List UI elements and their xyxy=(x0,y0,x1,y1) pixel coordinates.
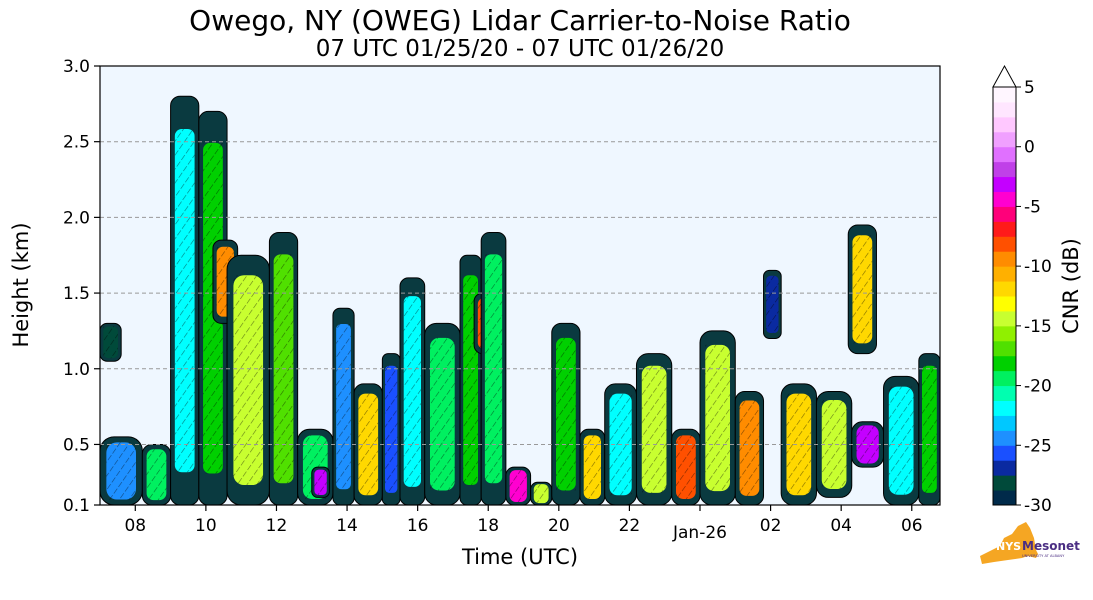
x-tick-label: 18 xyxy=(477,516,499,536)
colorbar-segment xyxy=(993,266,1016,282)
contour-hatch xyxy=(856,425,879,464)
contour-hatch xyxy=(766,275,779,334)
x-tick-label: 02 xyxy=(760,516,782,536)
colorbar-segment xyxy=(993,445,1016,461)
logo-brand-text: Mesonet xyxy=(1022,539,1080,553)
contour-hatch xyxy=(403,296,421,487)
contour-hatch xyxy=(233,275,264,486)
colorbar-tick-label: -20 xyxy=(1024,377,1052,397)
colorbar-segment xyxy=(993,475,1016,491)
x-tick-label: 12 xyxy=(266,516,288,536)
contour-hatch xyxy=(430,337,455,491)
chart-title: Owego, NY (OWEG) Lidar Carrier-to-Noise … xyxy=(189,4,851,37)
y-tick-label: 1.0 xyxy=(63,360,90,380)
colorbar-segment xyxy=(993,340,1016,357)
colorbar-segment xyxy=(993,206,1016,222)
contour-hatch xyxy=(583,435,601,499)
x-date-tick-label: Jan-26 xyxy=(672,523,727,543)
x-axis: 08 10 12 14 16 18 20 22 02 04 06 Jan-26 xyxy=(124,505,923,543)
colorbar-segment xyxy=(993,191,1016,207)
logo-sub-text: UNIVERSITY AT ALBANY xyxy=(1022,554,1065,558)
colorbar-tick-label: -15 xyxy=(1024,317,1052,337)
contour-hatch xyxy=(336,323,351,490)
colorbar-segment xyxy=(993,236,1016,252)
contour-hatch xyxy=(533,484,549,504)
colorbar-segment xyxy=(993,131,1016,148)
grid-lines xyxy=(100,141,940,445)
plot-frame xyxy=(99,65,941,506)
y-tick-label: 2.5 xyxy=(63,133,90,153)
x-axis-label: Time (UTC) xyxy=(461,545,578,569)
contour-hatch xyxy=(106,442,136,500)
contour-hatch xyxy=(385,365,398,493)
y-tick-label: 3.0 xyxy=(63,57,90,77)
colorbar-segment xyxy=(993,161,1016,178)
nys-mesonet-logo: NYS Mesonet UNIVERSITY AT ALBANY xyxy=(980,522,1080,564)
colorbar-frame xyxy=(992,86,1017,506)
colorbar-segment xyxy=(993,87,1016,103)
ny-state-shape xyxy=(980,522,1038,564)
y-tick-label: 1.5 xyxy=(63,284,90,304)
colorbar-segment xyxy=(993,146,1016,163)
contour-hatch xyxy=(641,365,667,493)
x-tick-label: 06 xyxy=(901,516,923,536)
contour-hatch xyxy=(509,470,527,502)
colorbar-segment xyxy=(993,296,1016,312)
colorbar-tick-label: -10 xyxy=(1024,257,1052,277)
contour-hatch xyxy=(852,235,873,344)
contour-hatch xyxy=(705,344,730,492)
x-tick-label: 20 xyxy=(548,516,570,536)
y-axis-label: Height (km) xyxy=(9,222,33,347)
colorbar-segment xyxy=(993,176,1016,192)
colorbar-segment xyxy=(993,281,1016,297)
x-tick-label: 14 xyxy=(336,516,358,536)
colorbar-segment xyxy=(993,415,1016,431)
colorbar-segment xyxy=(993,116,1016,133)
contour-hatch xyxy=(739,400,760,496)
x-tick-label: 22 xyxy=(619,516,641,536)
contour-hatch xyxy=(676,435,696,499)
colorbar-segment xyxy=(993,310,1016,327)
logo-nys-text: NYS xyxy=(996,540,1021,553)
colorbar-segment xyxy=(993,101,1016,118)
colorbar-tick-label: 5 xyxy=(1024,78,1035,98)
contour-hatch xyxy=(922,365,937,493)
x-tick-label: 16 xyxy=(407,516,429,536)
colorbar-segment xyxy=(993,430,1016,446)
colorbar-label: CNR (dB) xyxy=(1059,238,1083,334)
colorbar-tick-label: -25 xyxy=(1024,436,1052,456)
colorbar-segment xyxy=(993,370,1016,387)
colorbar: 5 0 -5 -10 -15 -20 -25 -30 xyxy=(992,64,1052,516)
colorbar-segment xyxy=(993,355,1016,372)
contour-hatch xyxy=(556,337,576,491)
x-tick-label: 08 xyxy=(124,516,146,536)
colorbar-tick-label: 0 xyxy=(1024,138,1035,158)
colorbar-tick-label: -30 xyxy=(1024,496,1052,516)
colorbar-segment xyxy=(993,490,1016,506)
contour-hatch xyxy=(146,449,167,501)
y-tick-label: 0.5 xyxy=(63,435,90,455)
y-tick-label: 0.1 xyxy=(63,496,90,516)
colorbar-extend-arrow xyxy=(992,64,1017,88)
contour-hatch xyxy=(103,326,118,359)
colorbar-segment xyxy=(993,251,1016,267)
y-axis: 0.1 0.5 1.0 1.5 2.0 2.5 3.0 xyxy=(63,57,100,516)
colorbar-segment xyxy=(993,385,1016,401)
x-tick-label: 10 xyxy=(195,516,217,536)
colorbar-tick-label: -5 xyxy=(1024,197,1041,217)
chart-subtitle: 07 UTC 01/25/20 - 07 UTC 01/26/20 xyxy=(315,36,725,62)
y-tick-label: 2.0 xyxy=(63,208,90,228)
contour-hatch xyxy=(888,386,914,495)
colorbar-segment xyxy=(993,400,1016,416)
contour-hatch xyxy=(174,128,195,473)
colorbar-segment xyxy=(993,221,1016,237)
colorbar-segment xyxy=(993,460,1016,476)
contour-hatch xyxy=(314,469,327,496)
x-tick-label: 04 xyxy=(830,516,852,536)
colorbar-segment xyxy=(993,325,1016,342)
